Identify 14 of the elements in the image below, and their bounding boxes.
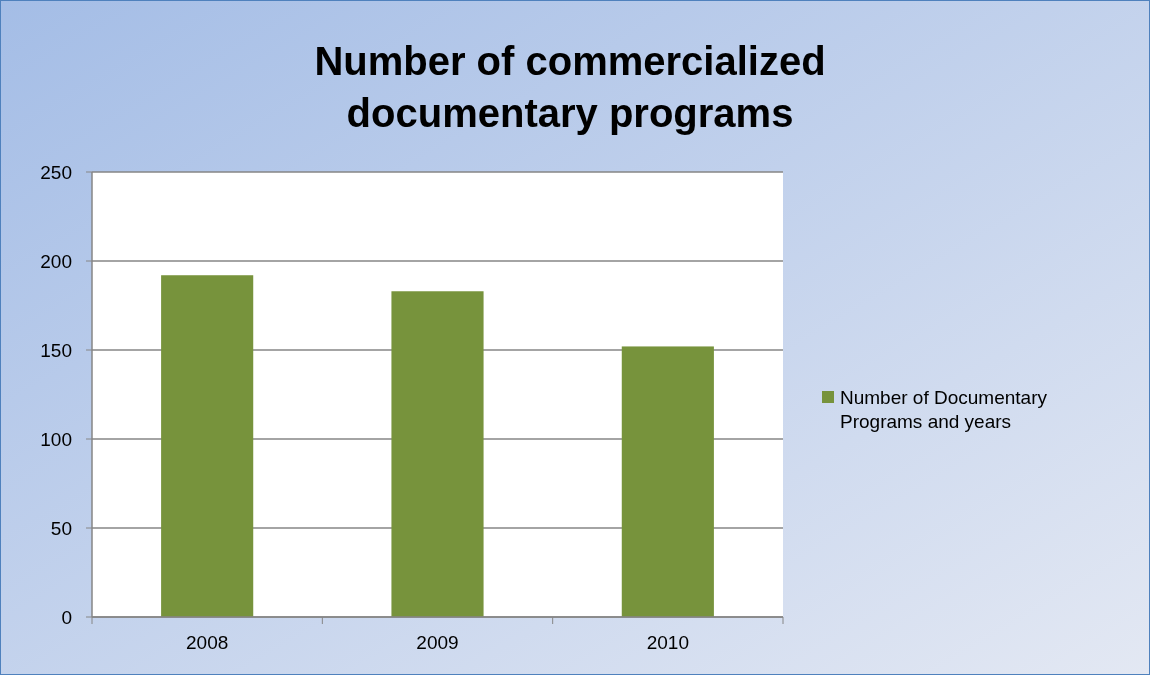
x-tick-label: 2010 <box>646 632 689 653</box>
legend-label: Number of Documentary Programs and years <box>840 386 1048 432</box>
x-tick-label: 2009 <box>416 632 459 653</box>
y-tick-label: 200 <box>40 250 72 272</box>
bar <box>391 291 484 617</box>
x-tick-label: 2008 <box>186 632 229 653</box>
bar <box>621 346 714 617</box>
y-tick-label: 250 <box>40 161 72 183</box>
y-tick-label: 0 <box>61 606 72 628</box>
chart-title: Number of commercialized documentary programs <box>314 39 826 135</box>
y-tick-label: 150 <box>40 339 72 361</box>
bar <box>161 275 254 617</box>
y-tick-label: 50 <box>50 517 72 539</box>
y-tick-label: 100 <box>40 428 72 450</box>
